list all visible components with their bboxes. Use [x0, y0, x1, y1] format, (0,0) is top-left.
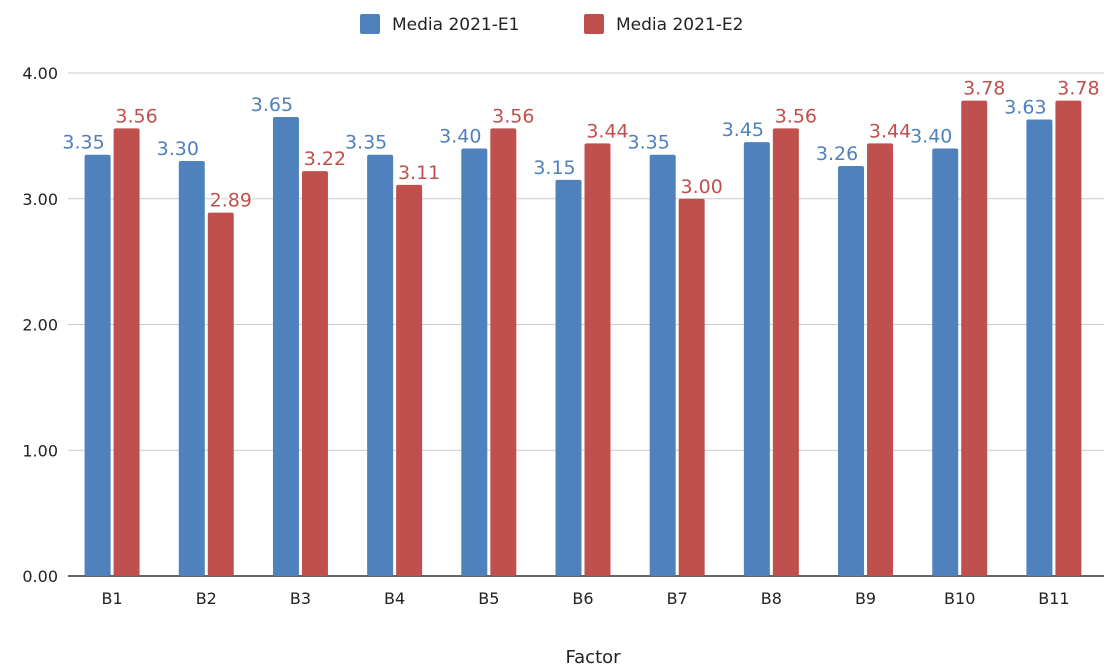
- y-tick-label: 1.00: [22, 441, 58, 460]
- data-label-e1-b4: 3.35: [345, 132, 387, 154]
- data-label-e2-b8: 3.56: [775, 105, 817, 127]
- x-tick-label: B8: [761, 589, 782, 608]
- data-label-e2-b9: 3.44: [869, 120, 911, 142]
- bar-e1-b8: [744, 142, 770, 576]
- bar-e2-b7: [679, 199, 705, 576]
- data-label-e2-b1: 3.56: [115, 105, 157, 127]
- bar-e1-b4: [367, 155, 393, 576]
- bar-e2-b2: [208, 213, 234, 576]
- x-tick-label: B7: [667, 589, 688, 608]
- x-tick-label: B5: [478, 589, 499, 608]
- x-tick-label: B10: [944, 589, 975, 608]
- bar-e2-b11: [1055, 101, 1081, 576]
- bar-e2-b5: [490, 128, 516, 576]
- data-label-e2-b6: 3.44: [586, 120, 628, 142]
- data-label-e1-b10: 3.40: [910, 125, 952, 147]
- data-label-e1-b7: 3.35: [628, 132, 670, 154]
- bar-e1-b11: [1026, 120, 1052, 576]
- data-label-e1-b5: 3.40: [439, 125, 481, 147]
- x-axis: B1 B2 B3 B4 B5 B6 B7 B8 B9 B10 B11: [102, 589, 1070, 608]
- data-label-e2-b11: 3.78: [1057, 78, 1099, 100]
- data-label-e1-b1: 3.35: [62, 132, 104, 154]
- bar-e2-b10: [961, 101, 987, 576]
- data-label-e1-b3: 3.65: [251, 94, 293, 116]
- bars: [85, 101, 1082, 576]
- x-tick-label: B4: [384, 589, 405, 608]
- y-tick-label: 0.00: [22, 567, 58, 586]
- data-label-e1-b9: 3.26: [816, 143, 858, 165]
- bar-e1-b5: [461, 148, 487, 576]
- data-label-e2-b3: 3.22: [304, 148, 346, 170]
- bar-e2-b4: [396, 185, 422, 576]
- data-label-e2-b2: 2.89: [210, 190, 252, 212]
- x-tick-label: B3: [290, 589, 311, 608]
- bar-e1-b3: [273, 117, 299, 576]
- bar-e1-b2: [179, 161, 205, 576]
- data-label-e1-b8: 3.45: [722, 119, 764, 141]
- bar-e1-b9: [838, 166, 864, 576]
- data-label-e1-b11: 3.63: [1004, 97, 1046, 119]
- data-label-e2-b10: 3.78: [963, 78, 1005, 100]
- legend-label-e1: Media 2021-E1: [392, 15, 519, 35]
- data-label-e2-b7: 3.00: [681, 176, 723, 198]
- x-axis-title: Factor: [565, 647, 621, 665]
- legend-swatch-e1: [360, 14, 380, 34]
- legend-label-e2: Media 2021-E2: [616, 15, 743, 35]
- bar-e2-b3: [302, 171, 328, 576]
- bar-e2-b1: [114, 128, 140, 576]
- y-tick-label: 4.00: [22, 64, 58, 83]
- bar-e2-b6: [585, 143, 611, 576]
- legend-swatch-e2: [584, 14, 604, 34]
- data-label-e1-b2: 3.30: [157, 138, 199, 160]
- bar-e2-b8: [773, 128, 799, 576]
- y-axis: 0.00 1.00 2.00 3.00 4.00: [22, 64, 58, 586]
- x-tick-label: B11: [1038, 589, 1069, 608]
- bar-e1-b6: [556, 180, 582, 576]
- legend: Media 2021-E1 Media 2021-E2: [360, 14, 743, 35]
- x-tick-label: B6: [572, 589, 593, 608]
- bar-e2-b9: [867, 143, 893, 576]
- y-tick-label: 2.00: [22, 316, 58, 335]
- bar-e1-b7: [650, 155, 676, 576]
- x-tick-label: B9: [855, 589, 876, 608]
- data-label-e2-b5: 3.56: [492, 105, 534, 127]
- bar-e1-b1: [85, 155, 111, 576]
- data-label-e2-b4: 3.11: [398, 162, 440, 184]
- data-label-e1-b6: 3.15: [533, 157, 575, 179]
- y-tick-label: 3.00: [22, 190, 58, 209]
- x-tick-label: B1: [102, 589, 123, 608]
- x-tick-label: B2: [196, 589, 217, 608]
- bar-e1-b10: [932, 148, 958, 576]
